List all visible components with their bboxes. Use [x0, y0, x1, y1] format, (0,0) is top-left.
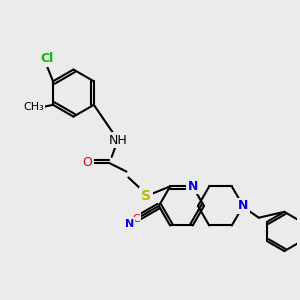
Text: N: N [188, 180, 198, 193]
Text: C: C [132, 214, 140, 224]
Text: CH₃: CH₃ [23, 102, 44, 112]
Text: N: N [125, 219, 134, 229]
Text: O: O [82, 156, 92, 169]
Text: Cl: Cl [40, 52, 54, 65]
Text: S: S [141, 189, 151, 203]
Text: N: N [238, 200, 248, 212]
Text: NH: NH [109, 134, 128, 147]
